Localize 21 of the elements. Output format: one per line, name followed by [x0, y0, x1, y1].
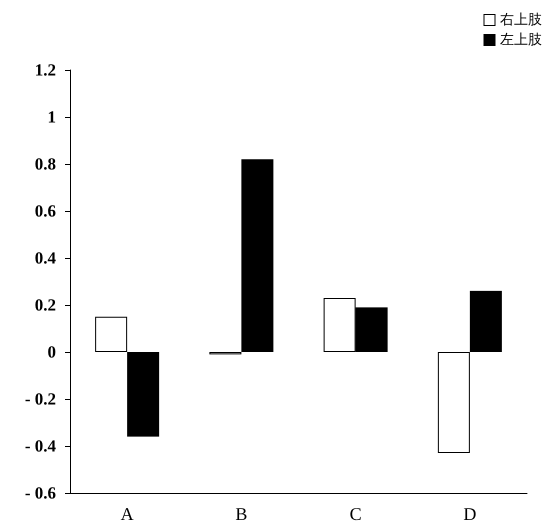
x-tick-label: B	[235, 504, 248, 524]
x-tick-label: D	[463, 504, 476, 524]
y-tick-label: - 0.4	[24, 436, 56, 456]
legend-label: 左上肢	[500, 32, 542, 48]
bar	[241, 159, 274, 352]
x-tick-label: A	[120, 504, 134, 524]
legend-label: 右上肢	[500, 12, 542, 28]
y-tick-label: 0.6	[34, 202, 56, 220]
y-tick-label: - 0.6	[24, 484, 56, 502]
y-tick-label: 0.2	[34, 296, 56, 314]
y-tick-label: 0	[48, 342, 56, 362]
x-tick-label: C	[350, 504, 362, 524]
bar	[127, 352, 160, 437]
y-tick-label: - 0.2	[24, 390, 56, 408]
y-tick-label: 1	[48, 108, 56, 126]
y-tick-label: 0.8	[34, 154, 56, 174]
bar	[438, 352, 470, 454]
bar	[95, 316, 128, 352]
bar	[470, 290, 502, 352]
y-tick-label: 1.2	[34, 60, 56, 80]
y-tick-label: 0.4	[34, 248, 56, 268]
